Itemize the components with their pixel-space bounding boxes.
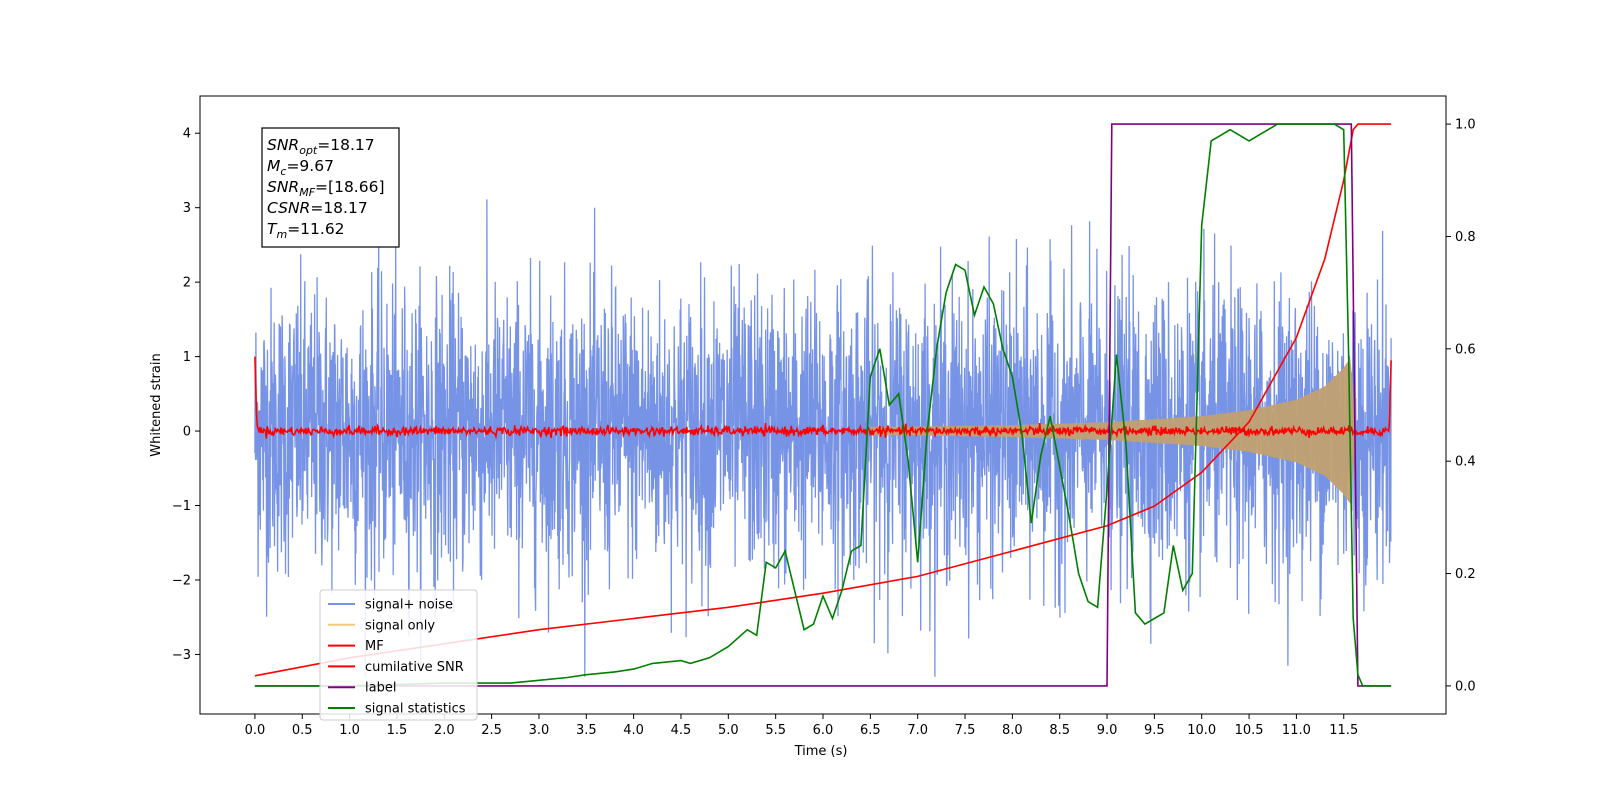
- y-tick-label: 0: [183, 425, 191, 440]
- x-tick-label: 0.0: [245, 723, 266, 738]
- y2-tick-label: 0.4: [1455, 455, 1476, 470]
- x-tick-label: 4.5: [671, 723, 692, 738]
- x-tick-label: 6.0: [813, 723, 834, 738]
- x-tick-label: 7.5: [955, 723, 976, 738]
- x-tick-label: 3.0: [529, 723, 550, 738]
- x-tick-label: 4.0: [623, 723, 644, 738]
- y-tick-label: −2: [172, 573, 191, 588]
- legend: signal+ noise signal only MF cumilative SNR…: [319, 589, 478, 721]
- y2-tick-label: 1.0: [1455, 118, 1476, 133]
- x-tick-label: 11.5: [1329, 723, 1358, 738]
- x-tick-label: 1.5: [387, 723, 408, 738]
- y-tick-label: −3: [172, 648, 191, 663]
- x-tick-label: 2.0: [434, 723, 455, 738]
- x-tick-label: 2.5: [481, 723, 502, 738]
- x-tick-label: 7.0: [907, 723, 928, 738]
- legend-label: signal+ noise: [365, 598, 453, 613]
- x-tick-label: 10.0: [1187, 723, 1216, 738]
- legend-frame: [319, 589, 478, 721]
- legend-label: label: [365, 681, 396, 696]
- x-axis-label: Time (s): [794, 744, 848, 759]
- y2-tick-label: 0.2: [1455, 567, 1476, 582]
- y2-tick-label: 0.6: [1455, 342, 1476, 357]
- metrics-annotation-box: SNRopt=18.17Mc=9.67SNRMF=[18.66]CSNR=18.…: [261, 127, 400, 248]
- y-axis-label: Whitened strain: [149, 353, 164, 456]
- y-tick-label: 2: [183, 276, 191, 291]
- y-tick-label: 4: [183, 127, 191, 142]
- y-tick-label: −1: [172, 499, 191, 514]
- annotation-line: SNRMF=[18.66]: [267, 178, 385, 199]
- x-tick-label: 8.5: [1049, 723, 1070, 738]
- annotation-frame: [261, 127, 400, 248]
- y-axis-left-ticks: −3 −2 −1 0 1 2 3 4: [172, 127, 200, 663]
- x-tick-label: 1.0: [339, 723, 360, 738]
- x-axis-ticks: 0.0 0.5 1.0 1.5 2.0 2.5 3.0 3.5 4.0 4.5 5.0 5.5 6.0 6…: [245, 714, 1358, 738]
- x-tick-label: 3.5: [576, 723, 597, 738]
- x-tick-label: 0.5: [292, 723, 313, 738]
- x-tick-label: 9.0: [1097, 723, 1118, 738]
- series-signal-noise: [254, 199, 1392, 677]
- series-mf: [254, 356, 1392, 440]
- x-tick-label: 5.0: [718, 723, 739, 738]
- annotation-line: Tm=11.62: [267, 220, 345, 241]
- legend-label: signal statistics: [365, 702, 466, 717]
- x-tick-label: 6.5: [860, 723, 881, 738]
- y2-tick-label: 0.8: [1455, 230, 1476, 245]
- x-tick-label: 5.5: [765, 723, 786, 738]
- plot-area: [254, 123, 1392, 687]
- x-tick-label: 10.5: [1235, 723, 1264, 738]
- y-axis-right-ticks: 0.0 0.2 0.4 0.6 0.8 1.0: [1446, 118, 1476, 694]
- legend-label: signal only: [365, 618, 435, 633]
- x-tick-label: 9.5: [1144, 723, 1165, 738]
- y-tick-label: 3: [183, 201, 191, 216]
- series-cumilative-snr: [254, 123, 1392, 677]
- series-signal-statistics: [254, 123, 1392, 687]
- x-tick-label: 11.0: [1282, 723, 1311, 738]
- legend-label: MF: [365, 639, 384, 654]
- legend-label: cumilative SNR: [365, 660, 464, 675]
- y-tick-label: 1: [183, 350, 191, 365]
- annotation-line: Mc=9.67: [267, 157, 334, 178]
- annotation-line: SNRopt=18.17: [267, 136, 375, 157]
- annotation-line: CSNR=18.17: [267, 199, 368, 217]
- y2-tick-label: 0.0: [1455, 679, 1476, 694]
- x-tick-label: 8.0: [1002, 723, 1023, 738]
